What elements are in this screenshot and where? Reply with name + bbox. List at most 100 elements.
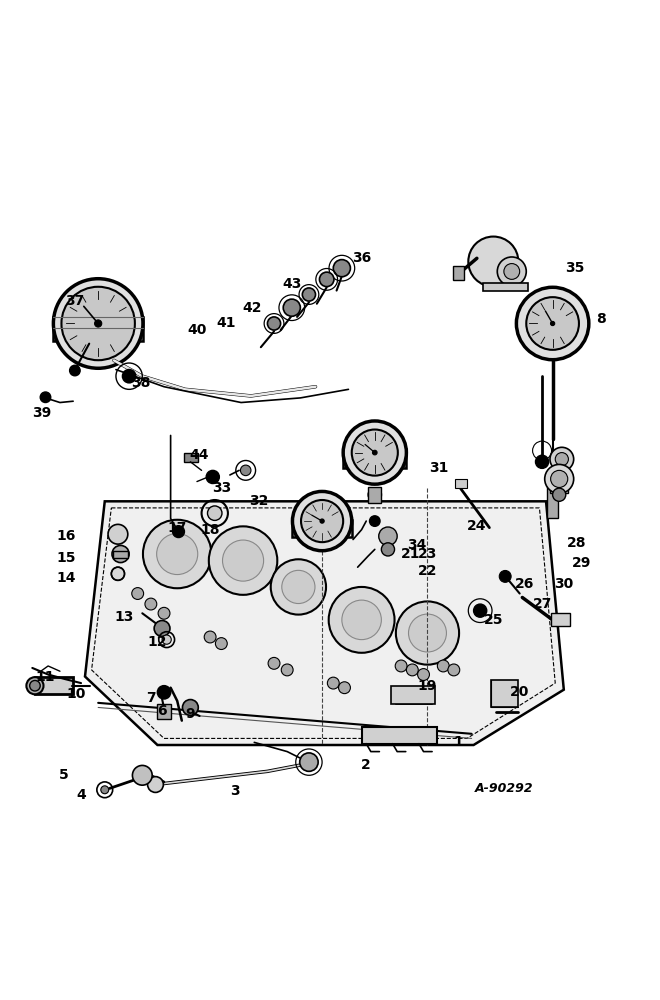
Circle shape [182, 700, 198, 715]
Bar [35, 677, 73, 694]
Text: 19: 19 [418, 679, 437, 693]
Circle shape [381, 543, 395, 556]
Text: 32: 32 [249, 494, 269, 508]
Bar [183, 453, 198, 462]
Bar [391, 686, 436, 704]
Text: 30: 30 [554, 577, 574, 591]
Circle shape [342, 600, 381, 640]
Circle shape [69, 365, 80, 376]
Circle shape [282, 570, 315, 604]
Circle shape [158, 686, 171, 699]
Bar [455, 479, 467, 488]
Circle shape [438, 660, 449, 672]
Circle shape [395, 660, 407, 672]
Circle shape [544, 464, 574, 493]
Circle shape [94, 320, 102, 327]
Circle shape [148, 777, 164, 792]
Circle shape [133, 765, 152, 785]
Circle shape [504, 264, 519, 279]
Bar [453, 266, 465, 280]
Text: 43: 43 [282, 277, 302, 291]
Text: 11: 11 [36, 670, 55, 684]
Text: 17: 17 [168, 521, 187, 535]
Circle shape [333, 260, 350, 277]
Circle shape [516, 287, 589, 360]
Circle shape [372, 450, 377, 455]
Text: 14: 14 [57, 571, 77, 585]
Text: 20: 20 [510, 685, 529, 699]
Text: 2: 2 [361, 758, 371, 772]
Circle shape [407, 664, 418, 676]
Text: 38: 38 [131, 376, 150, 390]
Circle shape [368, 488, 381, 501]
Text: 41: 41 [216, 316, 236, 330]
Circle shape [370, 516, 380, 526]
Text: 18: 18 [201, 523, 220, 537]
Circle shape [154, 621, 170, 636]
Text: 4: 4 [76, 788, 86, 802]
Circle shape [40, 392, 51, 403]
Circle shape [292, 491, 352, 551]
Circle shape [550, 447, 574, 471]
Text: 44: 44 [190, 448, 209, 462]
Circle shape [339, 682, 350, 694]
Text: 5: 5 [58, 768, 68, 782]
Bar [484, 283, 528, 291]
Circle shape [209, 526, 277, 595]
Circle shape [343, 421, 407, 484]
Circle shape [497, 257, 526, 286]
Text: 31: 31 [429, 461, 448, 475]
Circle shape [319, 272, 334, 287]
Bar [53, 317, 143, 341]
Circle shape [448, 664, 460, 676]
Circle shape [101, 786, 109, 794]
Circle shape [162, 635, 172, 644]
Circle shape [550, 321, 554, 326]
Text: 6: 6 [157, 704, 167, 718]
Text: 34: 34 [407, 538, 426, 552]
Circle shape [352, 430, 398, 476]
Bar [547, 485, 558, 518]
Circle shape [30, 680, 40, 691]
Text: 22: 22 [418, 564, 437, 578]
Circle shape [302, 288, 315, 301]
Circle shape [53, 279, 143, 368]
Circle shape [206, 470, 219, 484]
Circle shape [409, 614, 446, 652]
Circle shape [379, 527, 397, 545]
Text: 28: 28 [567, 536, 587, 550]
Circle shape [112, 545, 129, 563]
Circle shape [204, 631, 216, 643]
Circle shape [268, 657, 280, 669]
Bar [158, 704, 171, 719]
Circle shape [526, 297, 579, 350]
Circle shape [240, 465, 251, 476]
Circle shape [222, 540, 263, 581]
Circle shape [474, 604, 486, 617]
Text: 23: 23 [418, 547, 437, 561]
Circle shape [535, 455, 548, 468]
Text: 21: 21 [401, 547, 420, 561]
Circle shape [173, 526, 184, 538]
Bar [343, 449, 407, 468]
Text: 13: 13 [115, 610, 134, 624]
Bar [491, 680, 517, 707]
Circle shape [320, 519, 324, 523]
Text: 27: 27 [533, 597, 552, 611]
Circle shape [112, 567, 125, 580]
Bar [113, 551, 129, 558]
Circle shape [215, 638, 227, 650]
Text: 8: 8 [597, 312, 607, 326]
Circle shape [499, 570, 511, 582]
Text: 7: 7 [146, 691, 156, 705]
Circle shape [550, 470, 568, 487]
Text: 33: 33 [212, 481, 231, 495]
Text: A-90292: A-90292 [475, 782, 534, 795]
Text: 40: 40 [187, 323, 207, 337]
Text: 26: 26 [515, 577, 534, 591]
Text: 29: 29 [572, 556, 591, 570]
Circle shape [281, 664, 293, 676]
Bar [551, 613, 570, 626]
Text: 12: 12 [148, 635, 167, 649]
Circle shape [301, 500, 343, 542]
